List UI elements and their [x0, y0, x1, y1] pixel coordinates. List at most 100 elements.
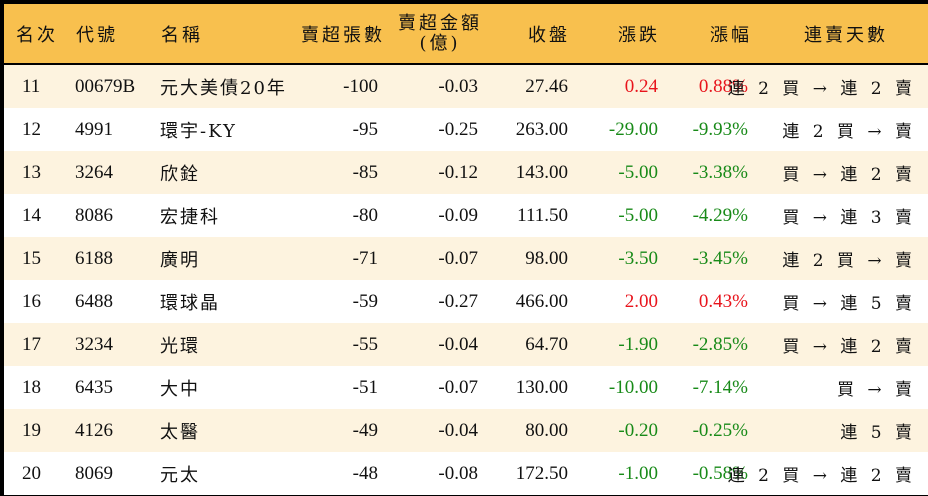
- rank-cell: 14: [22, 204, 41, 226]
- net-sell-lots-cell: -51: [352, 376, 378, 398]
- rank-cell: 19: [22, 419, 41, 441]
- streak-cell: 連 2 買 → 賣: [782, 122, 916, 142]
- change-cell: -1.90: [618, 333, 658, 355]
- table-row: 18 6435 大中 -51 -0.07 130.00 -10.00 -7.14…: [4, 366, 928, 409]
- table-row: 14 8086 宏捷科 -80 -0.09 111.50 -5.00 -4.29…: [4, 194, 928, 237]
- code-cell: 8086: [75, 204, 113, 226]
- close-price-cell: 111.50: [517, 204, 568, 226]
- net-sell-amount-cell: -0.04: [438, 333, 478, 355]
- stock-name-cell: 太醫: [160, 421, 200, 443]
- stock-name-cell: 宏捷科: [160, 206, 220, 228]
- streak-cell: 買 → 連 3 賣: [782, 208, 916, 228]
- table-body: 11 00679B 元大美債20年 -100 -0.03 27.46 0.24 …: [4, 65, 928, 495]
- change-cell: 0.24: [624, 75, 658, 97]
- header-change: 漲跌: [618, 24, 660, 46]
- net-sell-lots-cell: -85: [352, 161, 378, 183]
- change-pct-cell: 0.43%: [698, 290, 748, 312]
- header-close: 收盤: [528, 24, 570, 46]
- change-pct-cell: -0.58%: [692, 462, 748, 484]
- change-pct-cell: -4.29%: [692, 204, 748, 226]
- net-sell-amount-cell: -0.08: [438, 462, 478, 484]
- stock-name-cell: 環球晶: [160, 292, 220, 314]
- net-sell-lots-cell: -100: [343, 75, 378, 97]
- stock-name-cell: 欣銓: [160, 163, 200, 185]
- net-sell-lots-cell: -95: [352, 118, 378, 140]
- change-pct-cell: 0.88%: [698, 75, 748, 97]
- net-sell-amount-cell: -0.12: [438, 161, 478, 183]
- streak-cell: 連 2 買 → 連 2 賣: [727, 466, 916, 486]
- net-sell-lots-cell: -71: [352, 247, 378, 269]
- streak-cell: 買 → 連 2 賣: [782, 165, 916, 185]
- close-price-cell: 64.70: [525, 333, 568, 355]
- net-sell-amount-cell: -0.25: [438, 118, 478, 140]
- table-row: 19 4126 太醫 -49 -0.04 80.00 -0.20 -0.25% …: [4, 409, 928, 452]
- change-pct-cell: -7.14%: [692, 376, 748, 398]
- table-row: 17 3234 光環 -55 -0.04 64.70 -1.90 -2.85% …: [4, 323, 928, 366]
- code-cell: 8069: [75, 462, 113, 484]
- table-row: 11 00679B 元大美債20年 -100 -0.03 27.46 0.24 …: [4, 65, 928, 108]
- rank-cell: 11: [22, 75, 41, 97]
- change-pct-cell: -9.93%: [692, 118, 748, 140]
- change-pct-cell: -0.25%: [692, 419, 748, 441]
- rank-cell: 17: [22, 333, 41, 355]
- streak-cell: 連 5 賣: [840, 423, 916, 443]
- header-code: 代號: [76, 24, 118, 46]
- net-sell-lots-cell: -59: [352, 290, 378, 312]
- header-rank: 名次: [16, 24, 58, 46]
- stock-name-cell: 光環: [160, 335, 200, 357]
- close-price-cell: 98.00: [525, 247, 568, 269]
- streak-cell: 買 → 連 5 賣: [782, 294, 916, 314]
- code-cell: 6435: [75, 376, 113, 398]
- rank-cell: 15: [22, 247, 41, 269]
- header-streak: 連賣天數: [804, 24, 888, 46]
- rank-cell: 18: [22, 376, 41, 398]
- streak-cell: 連 2 買 → 連 2 賣: [727, 79, 916, 99]
- stock-name-cell: 元大美債20年: [160, 77, 287, 99]
- change-pct-cell: -3.38%: [692, 161, 748, 183]
- code-cell: 3264: [75, 161, 113, 183]
- header-net-sell-amount-unit: (億): [419, 32, 461, 54]
- change-cell: -29.00: [608, 118, 658, 140]
- header-change-pct: 漲幅: [710, 24, 752, 46]
- header-net-sell-amount-label: 賣超金額: [398, 12, 482, 34]
- change-cell: 2.00: [624, 290, 658, 312]
- code-cell: 4126: [75, 419, 113, 441]
- stock-name-cell: 元太: [160, 464, 200, 486]
- change-cell: -1.00: [618, 462, 658, 484]
- header-net-sell-amount: 賣超金額 (億): [398, 4, 482, 63]
- code-cell: 6488: [75, 290, 113, 312]
- net-sell-amount-cell: -0.04: [438, 419, 478, 441]
- net-sell-amount-cell: -0.27: [438, 290, 478, 312]
- streak-cell: 買 → 連 2 賣: [782, 337, 916, 357]
- change-pct-cell: -2.85%: [692, 333, 748, 355]
- net-sell-amount-cell: -0.07: [438, 376, 478, 398]
- stock-name-cell: 大中: [160, 378, 200, 400]
- code-cell: 6188: [75, 247, 113, 269]
- code-cell: 00679B: [75, 75, 136, 97]
- change-cell: -3.50: [618, 247, 658, 269]
- net-sell-lots-cell: -48: [352, 462, 378, 484]
- table-row: 12 4991 環宇-KY -95 -0.25 263.00 -29.00 -9…: [4, 108, 928, 151]
- net-sell-lots-cell: -55: [352, 333, 378, 355]
- change-pct-cell: -3.45%: [692, 247, 748, 269]
- change-cell: -5.00: [618, 161, 658, 183]
- net-sell-ranking-table: 名次 代號 名稱 賣超張數 賣超金額 (億) 收盤 漲跌 漲幅 連賣天數 11 …: [4, 4, 928, 496]
- rank-cell: 16: [22, 290, 41, 312]
- net-sell-lots-cell: -49: [352, 419, 378, 441]
- close-price-cell: 143.00: [515, 161, 568, 183]
- rank-cell: 12: [22, 118, 41, 140]
- close-price-cell: 80.00: [525, 419, 568, 441]
- stock-name-cell: 環宇-KY: [160, 120, 237, 142]
- streak-cell: 連 2 買 → 賣: [782, 251, 916, 271]
- table-row: 15 6188 廣明 -71 -0.07 98.00 -3.50 -3.45% …: [4, 237, 928, 280]
- net-sell-lots-cell: -80: [352, 204, 378, 226]
- table-row: 13 3264 欣銓 -85 -0.12 143.00 -5.00 -3.38%…: [4, 151, 928, 194]
- table-row: 16 6488 環球晶 -59 -0.27 466.00 2.00 0.43% …: [4, 280, 928, 323]
- streak-cell: 買 → 賣: [836, 380, 916, 400]
- close-price-cell: 172.50: [515, 462, 568, 484]
- rank-cell: 20: [22, 462, 41, 484]
- header-net-sell-lots: 賣超張數: [301, 24, 385, 46]
- close-price-cell: 27.46: [525, 75, 568, 97]
- net-sell-amount-cell: -0.07: [438, 247, 478, 269]
